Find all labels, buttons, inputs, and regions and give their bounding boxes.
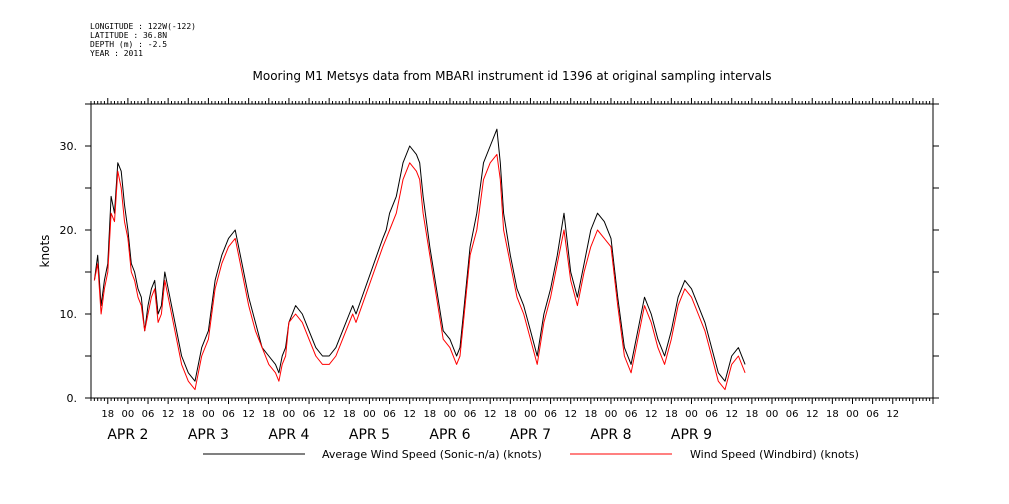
- x-day-label: APR 9: [671, 427, 712, 443]
- plot-frame: [90, 103, 934, 399]
- x-tick-label: 12: [242, 409, 255, 420]
- meta-depth: DEPTH (m) : -2.5: [90, 40, 168, 49]
- x-day-label: APR 8: [590, 427, 631, 443]
- y-axis-label: knots: [38, 235, 52, 268]
- x-tick-label: 12: [725, 409, 738, 420]
- x-tick-label: 06: [786, 409, 799, 420]
- legend: Average Wind Speed (Sonic-n/a) (knots) W…: [203, 448, 859, 461]
- x-tick-label: 06: [625, 409, 638, 420]
- x-tick-label: 12: [162, 409, 175, 420]
- x-tick-label: 06: [464, 409, 477, 420]
- x-tick-label: 12: [806, 409, 819, 420]
- x-day-label: APR 3: [188, 427, 229, 443]
- x-tick-label: 00: [846, 409, 859, 420]
- x-tick-label: 00: [122, 409, 135, 420]
- x-tick-label: 18: [504, 409, 517, 420]
- x-tick-label: 12: [484, 409, 497, 420]
- x-tick-label: 18: [343, 409, 356, 420]
- legend-label-average: Average Wind Speed (Sonic-n/a) (knots): [322, 448, 542, 461]
- series-windbird-wind-speed: [93, 153, 746, 391]
- x-tick-label: 00: [524, 409, 537, 420]
- x-tick-label: 18: [826, 409, 839, 420]
- y-tick-label: 20.: [60, 224, 78, 237]
- meta-year: YEAR : 2011: [90, 49, 143, 58]
- x-tick-label: 18: [262, 409, 275, 420]
- y-tick-label: 0.: [67, 392, 78, 405]
- meta-latitude: LATITUDE : 36.8N: [90, 31, 168, 40]
- legend-label-windbird: Wind Speed (Windbird) (knots): [690, 448, 859, 461]
- x-tick-label: 00: [685, 409, 698, 420]
- y-tick-label: 30.: [60, 140, 78, 153]
- x-tick-label: 12: [886, 409, 899, 420]
- x-tick-label: 12: [564, 409, 577, 420]
- x-tick-label: 06: [866, 409, 879, 420]
- x-tick-label: 06: [222, 409, 235, 420]
- meta-longitude: LONGITUDE : 122W(-122): [90, 22, 196, 31]
- x-tick-label: 12: [645, 409, 658, 420]
- x-tick-label: 06: [705, 409, 718, 420]
- axis-ticks: 18 00 06 12 18 00 06 12 18 00 06 12 18 00 06 12 18 00 06 12…: [60, 98, 939, 443]
- x-day-label: APR 7: [510, 427, 551, 443]
- x-tick-label: 00: [444, 409, 457, 420]
- x-tick-label: 18: [584, 409, 597, 420]
- x-tick-label: 18: [665, 409, 678, 420]
- x-tick-label: 00: [766, 409, 779, 420]
- x-tick-label: 00: [605, 409, 618, 420]
- x-tick-label: 12: [403, 409, 416, 420]
- x-tick-label: 18: [423, 409, 436, 420]
- series-average-wind-speed: [93, 128, 746, 382]
- x-tick-label: 06: [142, 409, 155, 420]
- x-tick-label: 18: [182, 409, 195, 420]
- x-tick-label: 00: [202, 409, 215, 420]
- series-lines: [93, 128, 746, 391]
- x-day-label: APR 4: [268, 427, 309, 443]
- x-day-label: APR 6: [429, 427, 470, 443]
- x-tick-label: 18: [101, 409, 114, 420]
- x-tick-label: 06: [303, 409, 316, 420]
- x-day-label: APR 5: [349, 427, 390, 443]
- x-tick-label: 00: [283, 409, 296, 420]
- x-tick-label: 06: [383, 409, 396, 420]
- x-tick-label: 00: [363, 409, 376, 420]
- y-tick-label: 10.: [60, 308, 78, 321]
- x-tick-label: 18: [745, 409, 758, 420]
- chart-title: Mooring M1 Metsys data from MBARI instru…: [253, 69, 772, 83]
- x-tick-label: 06: [544, 409, 557, 420]
- x-tick-label: 12: [323, 409, 336, 420]
- x-day-label: APR 2: [107, 427, 148, 443]
